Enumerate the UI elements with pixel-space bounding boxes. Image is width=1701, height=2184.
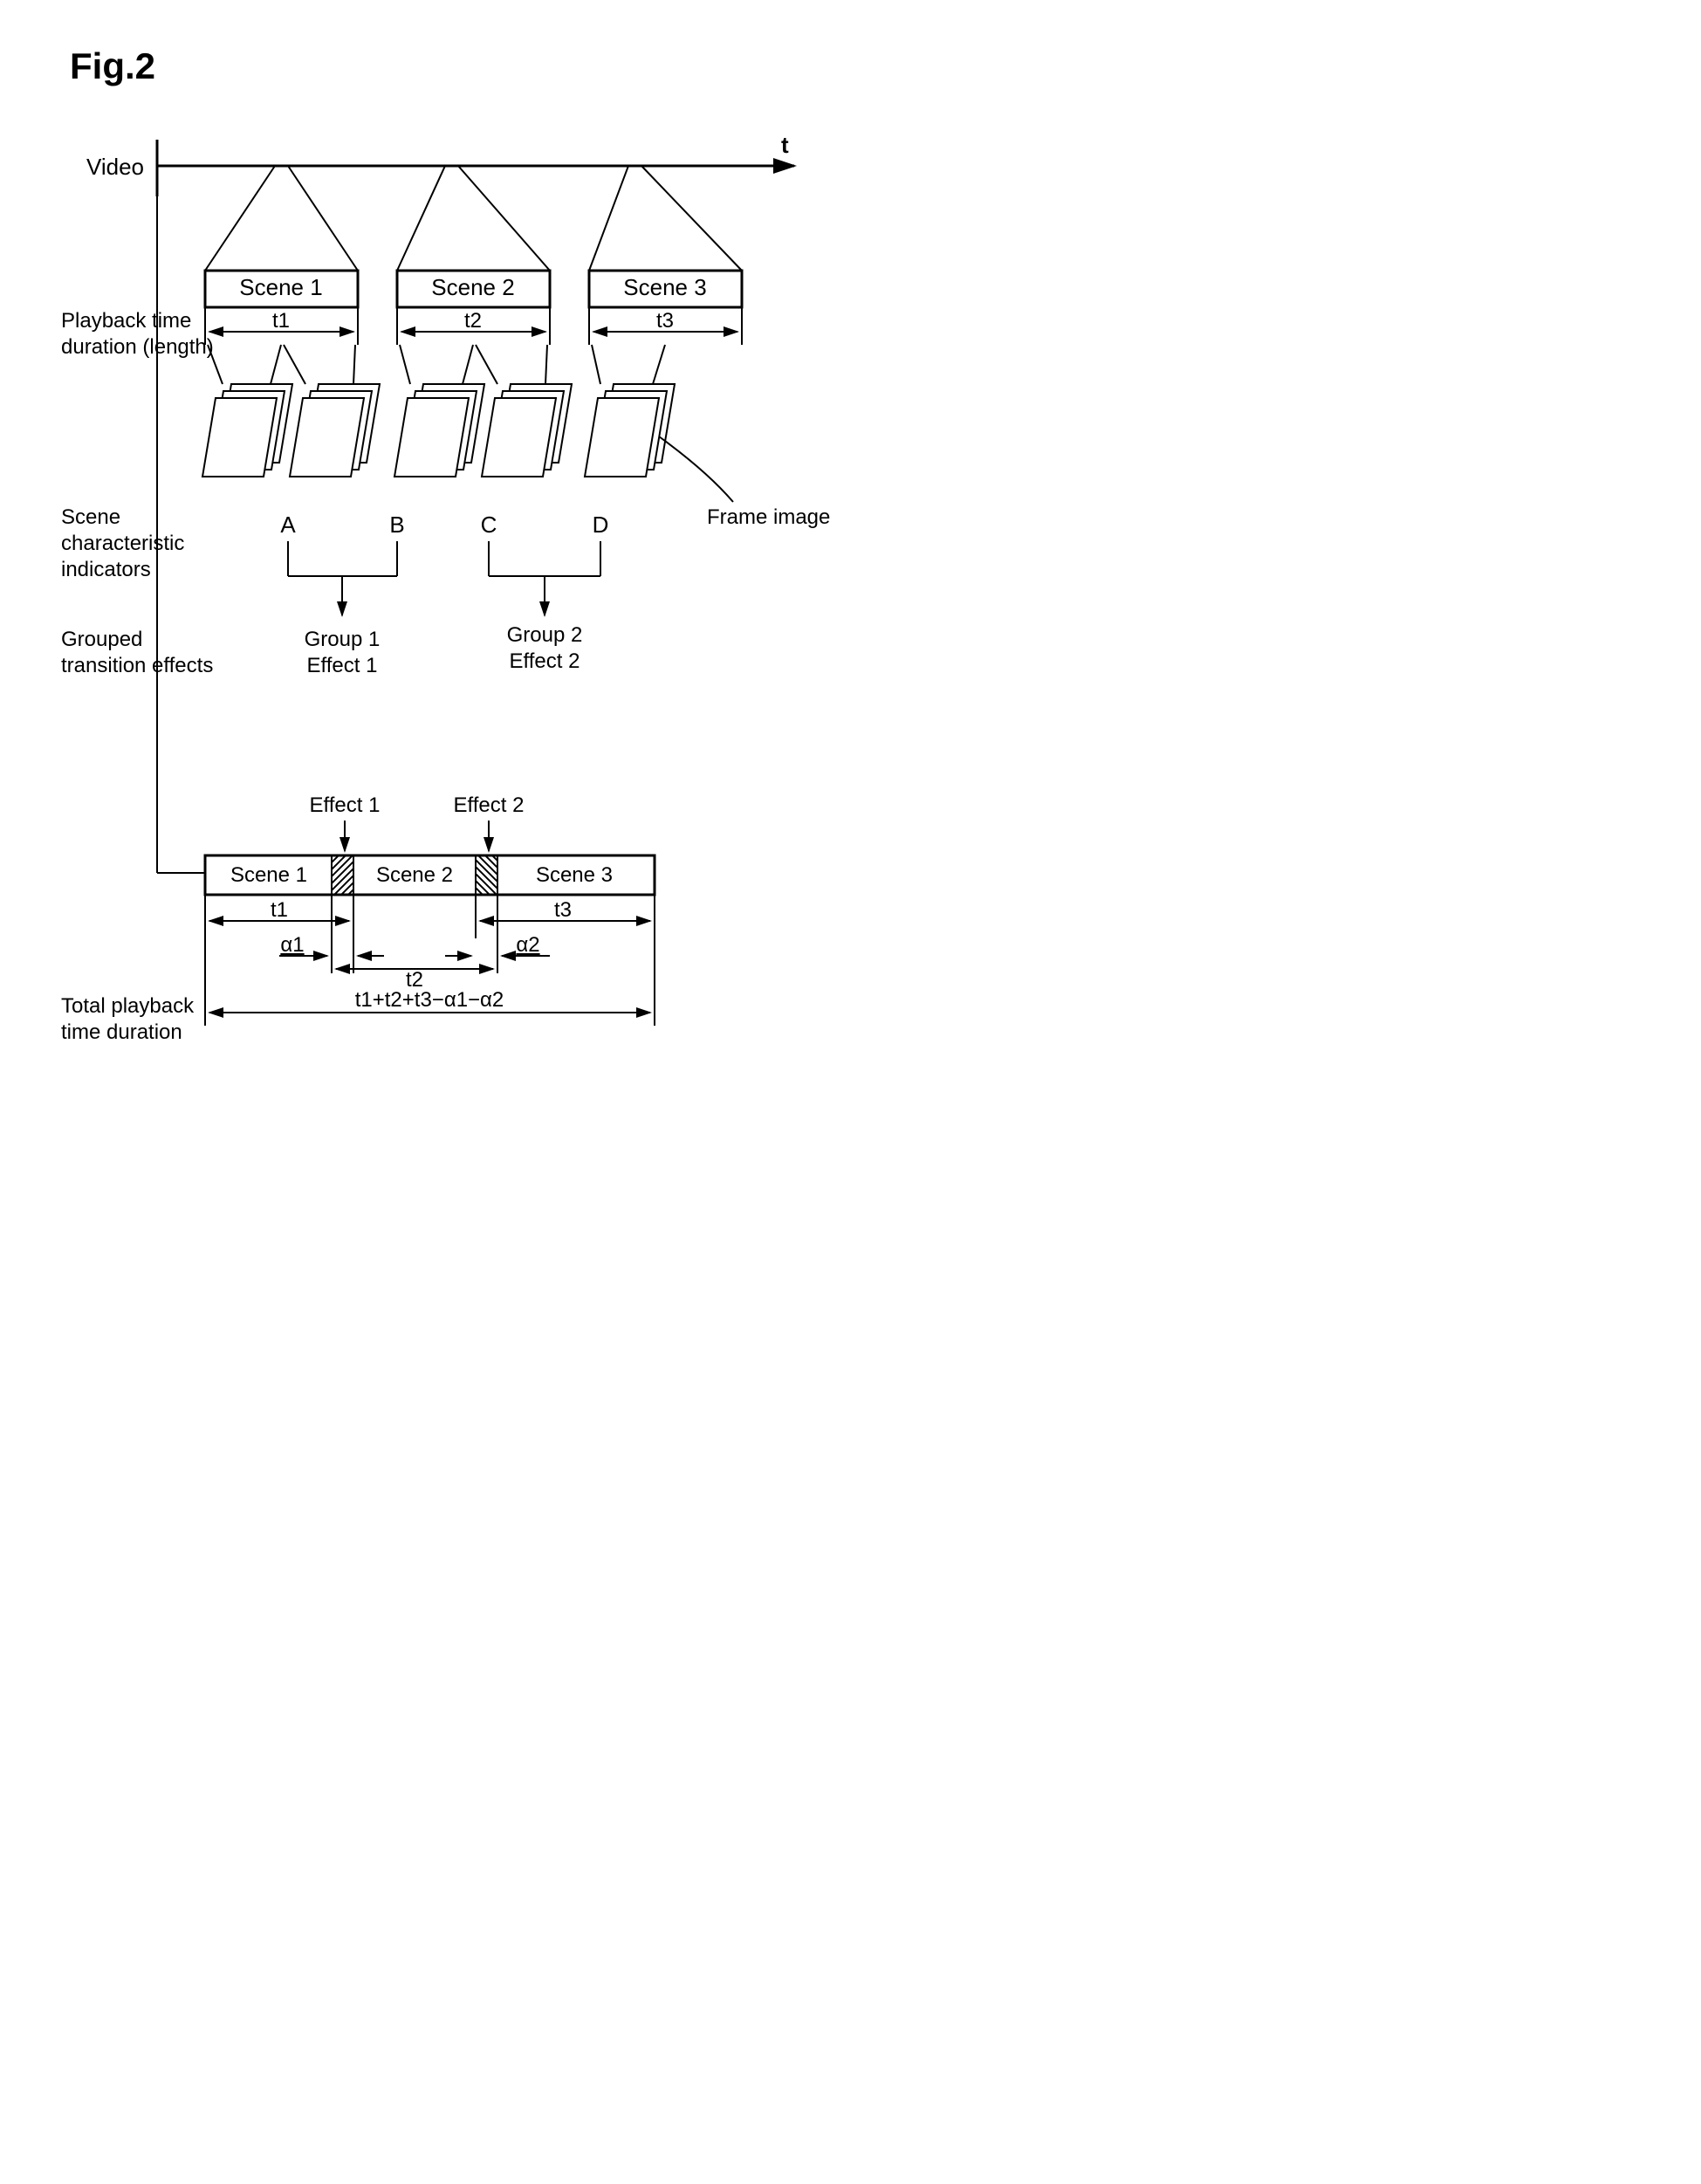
scene3-label: Scene 3 [623, 274, 706, 300]
effect1-top: Effect 1 [310, 793, 381, 817]
scene2-label: Scene 2 [431, 274, 514, 300]
final-timeline: Scene 1 Scene 2 Scene 3 [205, 855, 655, 895]
tl-t3: t3 [554, 898, 572, 922]
indicator-d: D [593, 512, 609, 538]
total-label-2: time duration [61, 1020, 182, 1044]
t3-label: t3 [656, 309, 674, 333]
tl-scene1: Scene 1 [230, 863, 307, 887]
grouped-label-1: Grouped [61, 628, 142, 651]
char-label-2: characteristic [61, 532, 184, 555]
t-label: t [781, 132, 789, 158]
tl-alpha2: α2 [516, 933, 539, 957]
frame-image-pointer [659, 436, 733, 502]
effect2-top: Effect 2 [454, 793, 525, 817]
tl-t1: t1 [271, 898, 288, 922]
frame-stack-c [394, 384, 484, 477]
frame-stack-d [482, 384, 572, 477]
playback-label-1: Playback time [61, 309, 191, 333]
frame-stack-a [202, 384, 292, 477]
group2-line1: Group 2 [507, 623, 583, 647]
total-label-1: Total playback [61, 994, 195, 1018]
char-label-1: Scene [61, 505, 120, 529]
tl-scene2: Scene 2 [376, 863, 453, 887]
frame-image-label: Frame image [707, 505, 830, 529]
diagram-svg: Fig.2 Video t Scene 1 Scene 2 Scene 3 t1 [35, 35, 873, 1109]
t2-label: t2 [464, 309, 482, 333]
indicator-a: A [280, 512, 296, 538]
scene1-label: Scene 1 [239, 274, 322, 300]
scene-extraction-lines [205, 166, 742, 271]
char-label-3: indicators [61, 558, 151, 581]
group2-line2: Effect 2 [510, 649, 580, 673]
figure-title: Fig.2 [70, 45, 155, 86]
video-axis: Video t [86, 132, 794, 196]
timeline-dimensions: t1 t3 α1 t2 α2 t1+t2+t3−α1−α2 [205, 895, 655, 1026]
tl-total: t1+t2+t3−α1−α2 [355, 988, 504, 1012]
video-label: Video [86, 154, 144, 180]
scene-durations: t1 t2 t3 [205, 307, 742, 345]
tl-alpha1: α1 [280, 933, 304, 957]
group1-line2: Effect 1 [307, 654, 378, 677]
frame-stacks [202, 345, 675, 477]
grouped-label-2: transition effects [61, 654, 213, 677]
group1-line1: Group 1 [305, 628, 381, 651]
indicator-b: B [389, 512, 404, 538]
frame-stack-b [290, 384, 380, 477]
tl-scene3: Scene 3 [536, 863, 613, 887]
t1-label: t1 [272, 309, 290, 333]
playback-label-2: duration (length) [61, 335, 214, 359]
frame-stack-e [585, 384, 675, 477]
indicator-c: C [481, 512, 497, 538]
group-brackets [288, 541, 600, 615]
scene-boxes: Scene 1 Scene 2 Scene 3 [205, 271, 742, 307]
